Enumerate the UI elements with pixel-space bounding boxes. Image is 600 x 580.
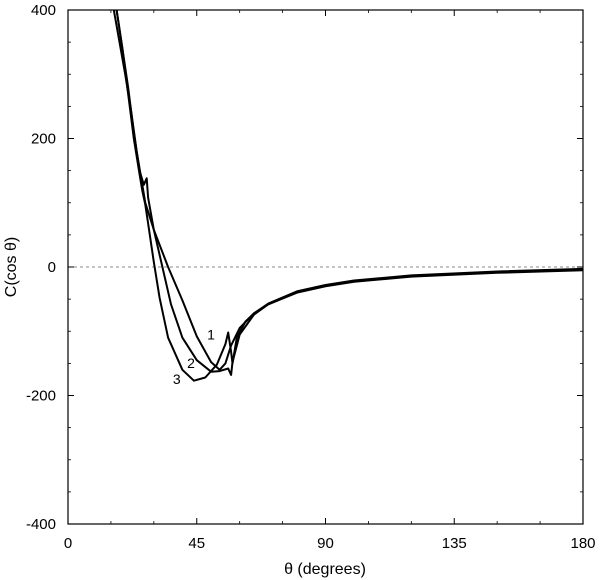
series-layer: 123 (112, 9, 584, 387)
y-axis-ticks: -400 -200 0 200 400 (26, 2, 583, 533)
x-axis-ticks: 0 45 90 135 180 (64, 10, 596, 552)
y-tick-label: -400 (26, 516, 56, 533)
plot-frame (67, 9, 584, 525)
x-tick-label: 0 (64, 535, 72, 552)
y-tick-label: 0 (48, 259, 56, 276)
y-tick-label: -200 (26, 388, 56, 405)
series-line-3 (115, 9, 584, 382)
x-axis-label: θ (degrees) (284, 561, 366, 578)
x-tick-label: 180 (570, 535, 595, 552)
series-label-3: 3 (173, 371, 181, 387)
y-tick-label: 200 (31, 131, 56, 148)
series-line-2 (115, 9, 584, 376)
y-tick-label: 400 (31, 2, 56, 19)
x-tick-label: 135 (442, 535, 467, 552)
x-tick-label: 45 (188, 535, 205, 552)
series-line-1 (112, 9, 584, 371)
series-label-1: 1 (207, 327, 215, 343)
x-tick-label: 90 (317, 535, 334, 552)
series-label-2: 2 (187, 355, 195, 371)
y-axis-label: C(cos θ) (3, 237, 20, 297)
